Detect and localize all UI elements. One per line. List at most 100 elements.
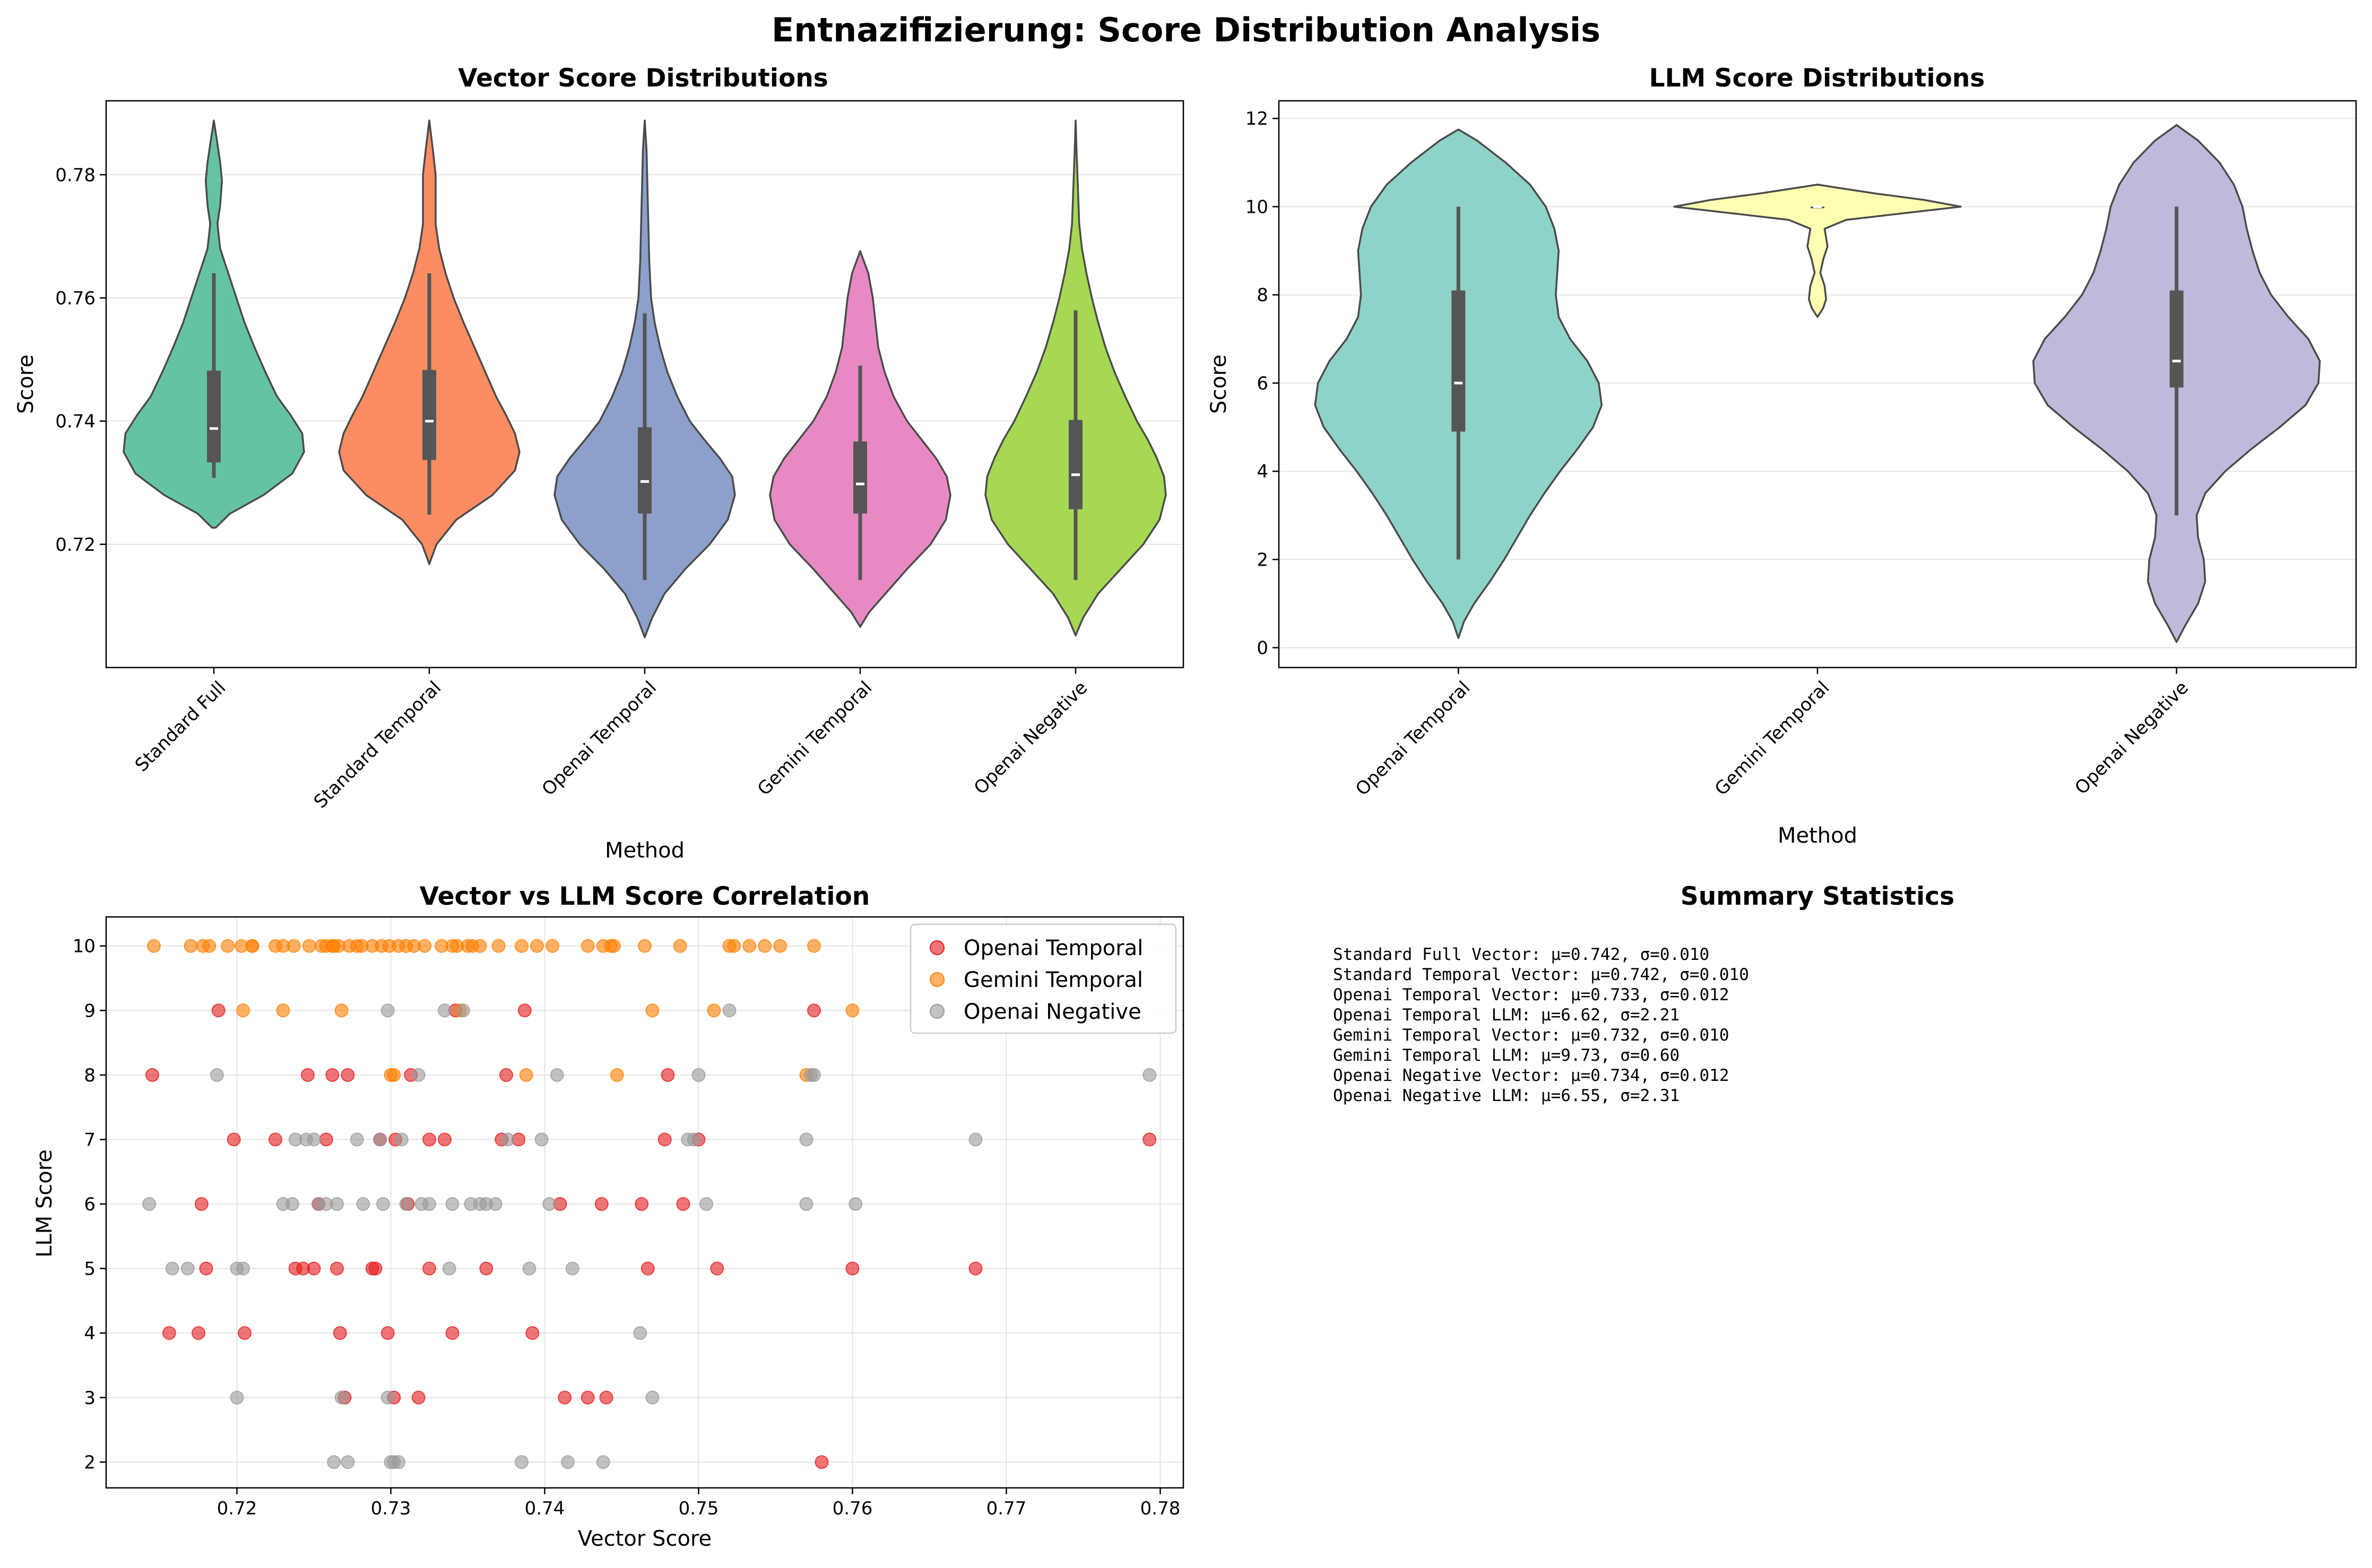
scatter-point [330,1261,344,1276]
scatter-point [442,1261,456,1276]
legend-label: Openai Temporal [964,936,1143,960]
y-tick-label: 0.76 [55,288,96,309]
x-tick-label: Openai Temporal [538,677,661,800]
scatter-point [422,1261,436,1276]
scatter-point [542,1197,557,1211]
scatter-point [300,1068,315,1082]
iqr-box [1069,420,1083,509]
y-tick-label: 2 [84,1452,96,1473]
scatter-point [849,1197,863,1211]
panel-title: LLM Score Distributions [1649,64,1985,93]
summary-line: Openai Negative Vector: μ=0.734, σ=0.012 [1333,1066,1729,1085]
scatter-point [461,939,475,953]
scatter-point [165,1261,179,1276]
scatter-point [596,1455,610,1469]
scatter-point [635,1197,649,1211]
scatter-point [394,1132,409,1147]
scatter-point [287,939,301,953]
scatter-point [445,1326,460,1340]
scatter-point [1142,1068,1157,1082]
scatter-point [473,939,487,953]
scatter-point [610,1068,624,1082]
y-tick-label: 5 [84,1259,96,1280]
scatter-point [581,1390,595,1405]
scatter-point [515,939,529,953]
scatter-point [418,939,432,953]
scatter-point [399,1197,413,1211]
scatter-points [142,939,1157,1469]
scatter-point [334,1003,349,1018]
scatter-point [245,939,259,953]
scatter-point [341,1455,355,1469]
scatter-point [399,939,413,953]
summary-panel: Summary Statistics Standard Full Vector:… [1333,882,1954,1105]
y-tick-label: 3 [84,1388,96,1409]
scatter-point [438,1132,452,1147]
scatter-point [341,1068,355,1082]
violin-gemini-temporal [1673,184,1962,318]
y-ticks: 0.72 0.74 0.76 0.78 [55,164,106,556]
scatter-point [380,1003,395,1018]
scatter-point [327,1455,341,1469]
y-tick-label: 0.72 [55,534,96,556]
y-axis-label: LLM Score [32,1149,57,1258]
scatter-point [334,1390,349,1405]
y-axis-label: Score [14,354,38,414]
legend-marker [930,940,945,955]
legend-marker [930,1004,945,1019]
scatter-point [387,1068,401,1082]
scatter-point [561,1455,575,1469]
scatter-point [515,1455,529,1469]
y-tick-label: 10 [73,936,96,957]
scatter-point [722,1003,737,1018]
scatter-point [380,1326,395,1340]
scatter-point [845,1261,860,1276]
scatter-point [142,1197,157,1211]
scatter-point [479,1261,494,1276]
x-axis-label: Method [605,838,685,863]
summary-line: Gemini Temporal LLM: μ=9.73, σ=0.60 [1333,1046,1680,1065]
scatter-point [815,1455,829,1469]
scatter-point [238,1326,252,1340]
iqr-box [2169,290,2184,388]
summary-lines: Standard Full Vector: μ=0.742, σ=0.010St… [1333,945,1749,1105]
scatter-point [638,939,652,953]
iqr-box [853,441,867,514]
scatter-point [517,1003,532,1018]
scatter-point [325,939,340,953]
scatter-point [488,1197,503,1211]
scatter-point [162,1326,176,1340]
llm-violin-panel: LLM Score Distributions 0 2 4 6 8 10 12 Openai… [1207,64,2357,848]
scatter-point [1142,1132,1157,1147]
scatter-point [581,939,595,953]
y-tick-label: 6 [1257,373,1268,394]
scatter-point [673,939,687,953]
y-tick-label: 10 [1245,196,1268,218]
summary-line: Openai Negative LLM: μ=6.55, σ=2.31 [1333,1086,1680,1105]
y-tick-label: 6 [84,1194,96,1215]
scatter-point [691,1068,706,1082]
scatter-point [758,939,772,953]
scatter-point [773,939,787,953]
scatter-point [210,1068,224,1082]
scatter-point [500,1132,515,1147]
plot-frame [105,916,1184,1489]
y-axis-label: Score [1207,354,1231,414]
y-tick-label: 4 [1257,461,1268,482]
iqr-box [207,370,221,463]
scatter-point [845,1003,860,1018]
plot-frame [1278,100,2357,669]
scatter-point [356,1197,370,1211]
scatter-point [968,1132,983,1147]
scatter-point [145,1068,159,1082]
summary-line: Openai Temporal LLM: μ=6.62, σ=2.21 [1333,1006,1680,1025]
scatter-point [522,1261,536,1276]
scatter-point [594,1197,609,1211]
scatter-point [350,939,364,953]
scatter-point [445,1197,460,1211]
scatter-point [491,939,506,953]
scatter-point [221,939,235,953]
scatter-point [230,1390,244,1405]
violins [123,119,1167,638]
scatter-point [330,1197,344,1211]
